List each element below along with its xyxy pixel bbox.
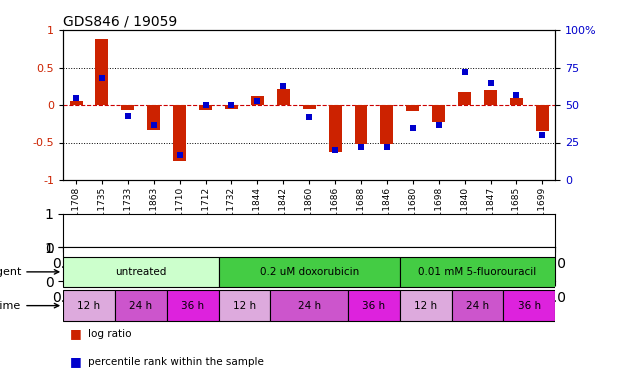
Bar	[218, 256, 400, 287]
Bar	[63, 256, 218, 287]
Bar	[303, 105, 316, 109]
Text: percentile rank within the sample: percentile rank within the sample	[88, 357, 264, 367]
Bar	[348, 290, 400, 321]
Text: ■: ■	[69, 356, 81, 368]
Bar	[452, 290, 504, 321]
Bar	[504, 290, 555, 321]
Bar	[406, 105, 419, 111]
Bar	[173, 105, 186, 161]
Text: 24 h: 24 h	[129, 301, 152, 310]
Text: agent: agent	[0, 267, 59, 277]
Bar	[400, 290, 452, 321]
Bar	[484, 90, 497, 105]
Bar	[199, 105, 212, 110]
Bar	[380, 105, 393, 144]
Text: time: time	[0, 301, 59, 310]
Bar	[277, 88, 290, 105]
Text: 36 h: 36 h	[518, 301, 541, 310]
Bar	[121, 105, 134, 110]
Text: untreated: untreated	[115, 267, 167, 277]
Bar	[432, 105, 445, 122]
Bar	[270, 290, 348, 321]
Bar	[218, 290, 270, 321]
Bar	[95, 39, 109, 105]
Bar	[458, 92, 471, 105]
Bar	[225, 105, 238, 109]
Text: log ratio: log ratio	[88, 329, 132, 339]
Bar	[251, 96, 264, 105]
Bar	[510, 98, 523, 105]
Text: 0.01 mM 5-fluorouracil: 0.01 mM 5-fluorouracil	[418, 267, 537, 277]
Text: 24 h: 24 h	[298, 301, 321, 310]
Bar	[147, 105, 160, 130]
Bar	[167, 290, 218, 321]
Text: 12 h: 12 h	[414, 301, 437, 310]
Bar	[355, 105, 367, 144]
Bar	[63, 290, 115, 321]
Bar	[536, 105, 549, 131]
Text: GDS846 / 19059: GDS846 / 19059	[63, 15, 177, 29]
Text: ■: ■	[69, 327, 81, 340]
Text: 24 h: 24 h	[466, 301, 489, 310]
Text: 36 h: 36 h	[362, 301, 386, 310]
Text: 0.2 uM doxorubicin: 0.2 uM doxorubicin	[259, 267, 359, 277]
Bar	[400, 256, 555, 287]
Bar	[115, 290, 167, 321]
Text: 36 h: 36 h	[181, 301, 204, 310]
Text: 12 h: 12 h	[78, 301, 100, 310]
Text: 12 h: 12 h	[233, 301, 256, 310]
Bar	[69, 101, 83, 105]
Bar	[329, 105, 341, 152]
